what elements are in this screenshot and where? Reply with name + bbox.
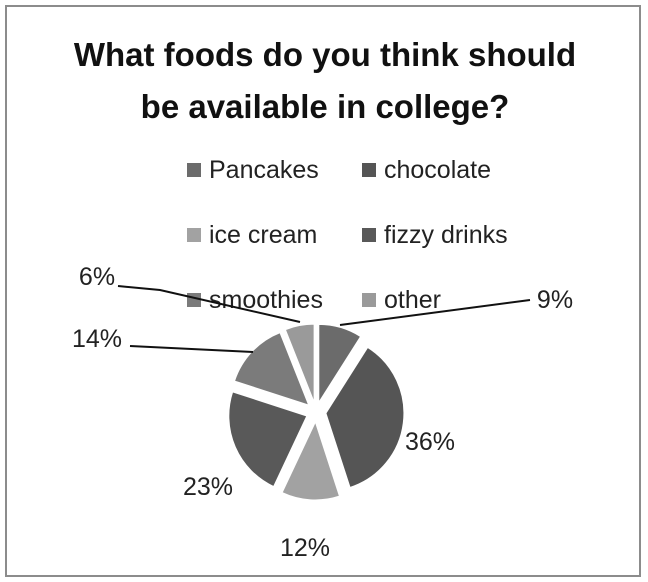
pie-slice-fizzy-drinks	[228, 391, 308, 488]
pie-slice-pancakes	[318, 323, 362, 405]
legend-item-other: other	[362, 285, 441, 315]
chart-title: What foods do you think should be availa…	[7, 29, 643, 133]
legend-item-fizzy-drinks: fizzy drinks	[362, 220, 508, 250]
data-label-other: 6%	[79, 263, 115, 291]
legend-swatch-fizzy-drinks	[362, 228, 376, 242]
legend-item-smoothies: smoothies	[187, 285, 323, 315]
leader-line-smoothies	[129, 345, 254, 353]
pie-slice-other	[284, 323, 315, 403]
pie-slice-chocolate	[325, 346, 405, 489]
legend-swatch-ice-cream	[187, 228, 201, 242]
leader-line-other	[117, 285, 301, 323]
data-label-smoothies: 14%	[72, 325, 122, 353]
data-label-ice-cream: 12%	[280, 534, 330, 562]
legend-label-smoothies: smoothies	[209, 285, 323, 314]
leader-line-pancakes	[339, 299, 531, 326]
pie-slice-ice-cream	[281, 420, 341, 501]
data-label-pancakes: 9%	[537, 286, 573, 314]
legend-label-ice-cream: ice cream	[209, 220, 318, 249]
chart-title-line-2: be available in college?	[140, 88, 510, 125]
legend-label-chocolate: chocolate	[384, 155, 492, 184]
legend-item-pancakes: Pancakes	[187, 155, 319, 185]
legend-label-fizzy-drinks: fizzy drinks	[384, 220, 508, 249]
data-label-chocolate: 36%	[405, 428, 455, 456]
legend-item-chocolate: chocolate	[362, 155, 491, 185]
legend-swatch-chocolate	[362, 163, 376, 177]
legend-swatch-pancakes	[187, 163, 201, 177]
chart-title-line-1: What foods do you think should	[73, 36, 577, 73]
legend-label-other: other	[384, 285, 441, 314]
data-label-fizzy-drinks: 23%	[183, 473, 233, 501]
legend-swatch-other	[362, 293, 376, 307]
legend-label-pancakes: Pancakes	[209, 155, 319, 184]
legend-item-ice-cream: ice cream	[187, 220, 317, 250]
